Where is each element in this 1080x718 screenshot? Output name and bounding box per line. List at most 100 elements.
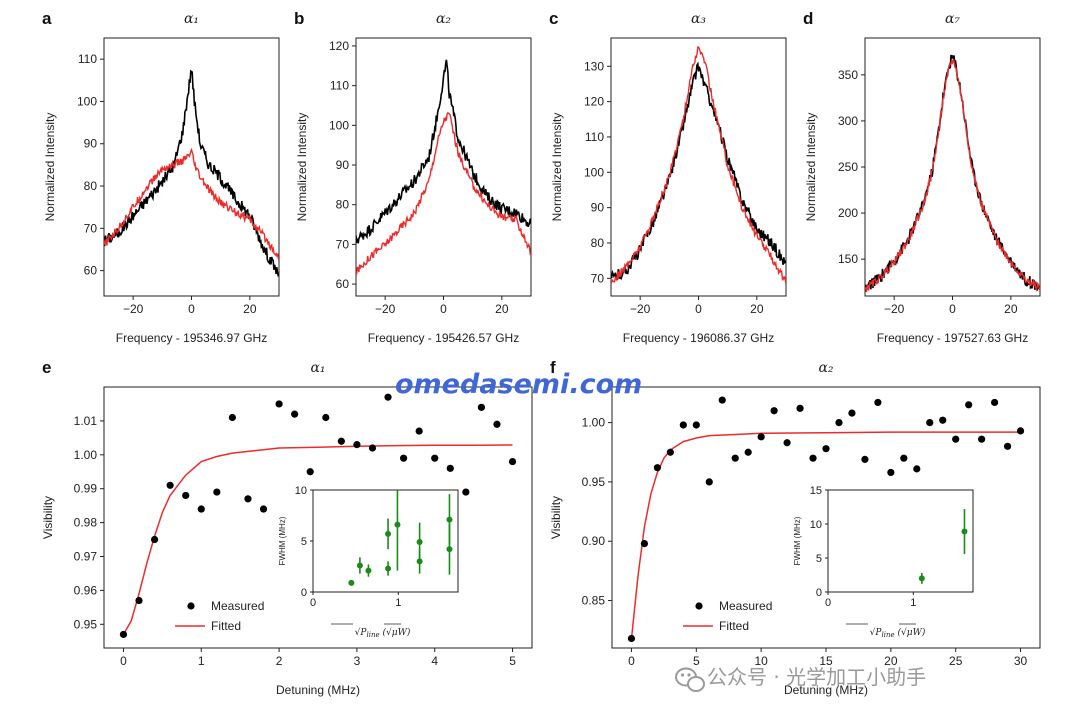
y-tick-label: 250 [838,160,858,174]
plot-frame [827,489,974,593]
y-axis-label: Normalized Intensity [43,113,57,222]
x-axis-label: Frequency - 195426.57 GHz [368,331,519,345]
x-tick-label: −20 [884,302,905,316]
x-tick-label: 5 [509,654,516,668]
x-axis-label: Frequency - 197527.63 GHz [877,331,1028,345]
series-line-fit [865,58,1040,293]
series-line-fit [356,111,531,275]
measured-point [991,398,999,407]
panel-label: d [803,9,813,28]
plot-frame [312,489,459,593]
y-tick-label: 300 [838,114,858,128]
x-tick-label: 0 [120,654,127,668]
x-tick-label: 20 [884,654,898,668]
measured-point [718,396,726,404]
measured-point [640,540,649,548]
inset-point [394,521,401,528]
x-tick-label: 4 [431,654,438,668]
measured-point [166,481,174,489]
y-tick-label: 130 [584,59,604,73]
y-tick-label: 0.96 [74,583,98,597]
x-tick-label: 1 [910,597,916,609]
inset-point [356,562,363,569]
measured-point [666,448,674,456]
y-axis-label: Visibility [549,496,563,539]
measured-point [1003,442,1012,450]
y-tick-label: 80 [591,236,605,250]
x-axis-label: Detuning (MHz) [784,683,868,697]
measured-point [228,413,236,422]
panel-label: b [294,9,304,28]
y-tick-label: 60 [336,277,350,291]
inset-background [828,490,973,592]
y-tick-label: 200 [838,206,858,220]
measured-point [306,468,314,476]
measured-point [322,413,330,422]
measured-point [627,634,636,643]
y-tick-label: 350 [838,68,858,82]
legend-measured-label: Measured [211,599,264,613]
measured-point [291,410,299,418]
y-tick-label: 80 [336,198,350,212]
measured-point [952,435,960,443]
y-tick-label: 1.00 [74,448,98,462]
inset-point [416,558,423,565]
y-tick-label: 0.85 [582,594,606,608]
measured-point [978,435,986,443]
series-line-fit [611,46,786,285]
y-tick-label: 60 [84,264,98,278]
panel-title: α₁ [184,11,199,27]
legend-measured-marker [695,602,703,610]
legend-measured-marker [187,602,195,610]
x-tick-label: 0 [188,302,195,316]
y-tick-label: 10 [810,519,822,531]
measured-point [415,427,423,435]
measured-point [353,441,361,449]
measured-point [275,400,283,408]
measured-point [939,416,947,424]
series-line-measured [611,61,786,281]
inset-point [918,575,925,582]
y-tick-label: 100 [584,165,604,179]
measured-point [1016,427,1025,435]
panel-title: α₇ [945,11,960,27]
panel-e: 0 1 2 3 4 5 0.95 0.96 0.97 0.98 0.99 1.00 1.01 e α₁ Det… [41,358,533,697]
y-tick-label: 1.01 [74,414,98,428]
plot-frame [103,37,280,297]
panel-c: −20 0 20 70 80 90 100 110 120 130 c α₃ Frequency - 1… [549,9,787,345]
panel-title: α₃ [691,11,706,27]
y-tick-label: 15 [810,485,822,497]
inset-point [385,530,392,537]
x-tick-label: 3 [354,654,361,668]
x-tick-label: 0 [310,597,316,609]
y-tick-label: 0 [816,587,822,599]
x-tick-label: 15 [819,654,833,668]
wechat-icon [675,667,705,692]
measured-point [477,403,486,411]
series-line-fit [104,147,279,261]
y-tick-label: 0.98 [74,516,98,530]
y-axis-label: Normalized Intensity [550,113,564,222]
measured-point [493,420,501,428]
measured-point [926,418,934,427]
measured-point [679,421,687,429]
measured-point [887,468,895,477]
y-tick-label: 100 [77,94,97,108]
plot-frame [610,37,787,297]
inset-point [961,528,968,535]
y-tick-label: 100 [329,118,349,132]
measured-point [965,401,973,409]
y-tick-label: 10 [295,485,307,497]
measured-point [770,407,778,415]
y-tick-label: 70 [591,271,605,285]
y-tick-label: 120 [584,95,604,109]
measured-point [508,457,517,466]
measured-point [783,439,791,447]
inset-point [365,567,372,574]
measured-point [368,444,377,452]
inset-background [313,490,458,592]
y-tick-label: 110 [78,52,97,66]
